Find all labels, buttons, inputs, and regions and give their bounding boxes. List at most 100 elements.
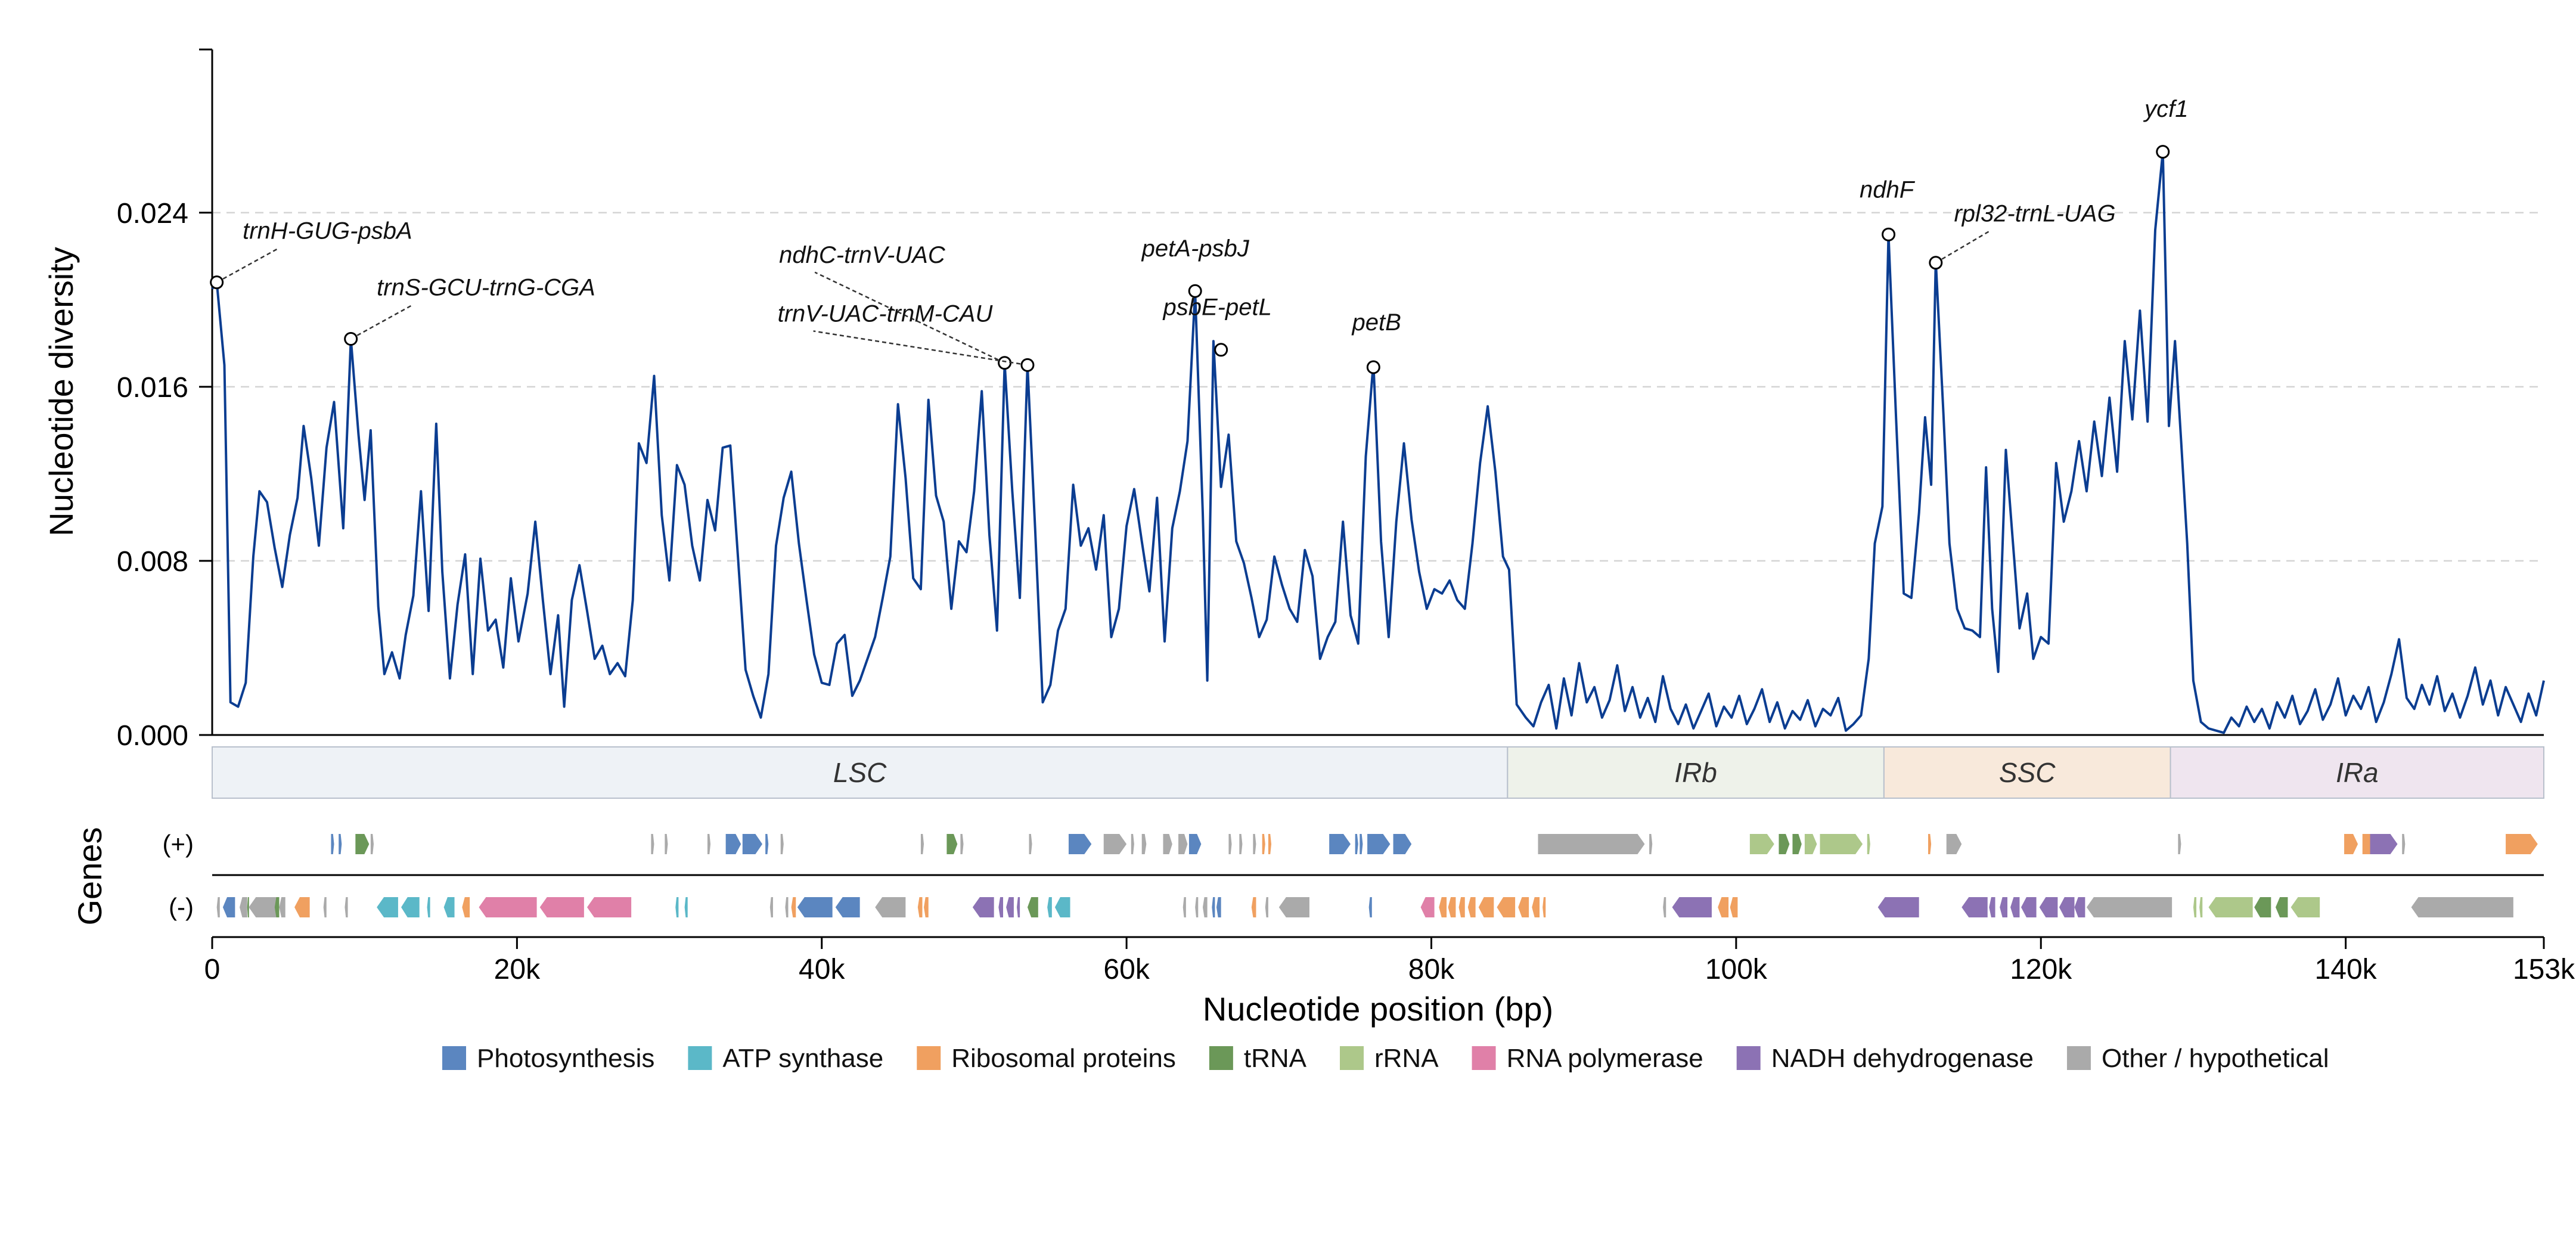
gene-minus-strand (240, 897, 247, 917)
gene-minus-strand (1027, 897, 1038, 917)
gene-plus-strand (1355, 834, 1358, 854)
gene-minus-strand (1877, 897, 1919, 917)
gene-minus-strand (2000, 897, 2007, 917)
gene-minus-strand (462, 897, 470, 917)
diversity-line-group (211, 150, 2545, 734)
gene-minus-strand (2010, 897, 2020, 917)
gene-minus-strand (1962, 897, 1988, 917)
peak-label: rpl32-trnL-UAG (1954, 200, 2115, 227)
peak-label: petB (1352, 309, 1401, 336)
x-tick-label: 140k (2315, 954, 2378, 985)
peak-marker (1929, 256, 1943, 270)
legend-swatch (2066, 1046, 2091, 1070)
region-label: LSC (833, 757, 887, 788)
legend-label: rRNA (1374, 1044, 1439, 1073)
gene-plus-strand (1649, 834, 1653, 854)
gene-plus-strand (339, 834, 342, 854)
gene-plus-strand (1239, 834, 1243, 854)
peak-marker (1214, 343, 1228, 357)
gene-minus-strand (1195, 897, 1199, 917)
y-tick-label: 0.024 (117, 198, 188, 229)
peak-label: trnS-GCU-trnG-CGA (377, 275, 595, 301)
gene-minus-strand (1518, 897, 1529, 917)
gene-plus-strand (1131, 834, 1134, 854)
gene-minus-strand (1047, 897, 1052, 917)
gene-minus-strand (2074, 897, 2085, 917)
y-tick-label: 0.000 (117, 720, 188, 752)
x-tick-label: 40k (799, 954, 845, 985)
gene-plus-strand (780, 834, 784, 854)
grid-lines (212, 212, 2544, 562)
y-axis-label: Nucleotide diversity (42, 247, 80, 536)
gene-plus-strand (651, 834, 654, 854)
gene-minus-strand (684, 897, 688, 917)
y-axis: 0.000 0.008 0.016 0.024 (117, 48, 2544, 752)
gene-plus-strand (1820, 834, 1863, 854)
x-tick-label: 20k (494, 954, 541, 985)
gene-plus-strand (765, 834, 769, 854)
gene-minus-strand (2275, 897, 2288, 917)
gene-minus-strand (2199, 897, 2203, 917)
annotation-leader (813, 330, 1028, 366)
gene-plus-strand (2370, 834, 2398, 854)
gene-minus-strand (785, 897, 789, 917)
gene-minus-strand (797, 897, 833, 917)
gene-plus-strand (1029, 834, 1032, 854)
gene-plus-strand (2506, 834, 2538, 854)
gene-minus-strand (222, 897, 235, 917)
gene-plus-strand (1779, 834, 1790, 854)
gene-minus-strand (1497, 897, 1516, 917)
gene-plus-strand (1360, 834, 1363, 854)
gene-minus-strand (1202, 897, 1208, 917)
legend-swatch (1472, 1046, 1496, 1070)
gene-minus-strand (539, 897, 584, 917)
gene-minus-strand (2021, 897, 2037, 917)
gene-plus-strand (665, 834, 668, 854)
x-tick-label: 0 (204, 954, 221, 985)
gene-minus-strand (875, 897, 906, 917)
gene-plus-strand (1262, 834, 1265, 854)
gene-minus-strand (2208, 897, 2253, 917)
gene-minus-strand (1054, 897, 1070, 917)
gene-minus-strand (1543, 897, 1546, 917)
peak-label: trnH-GUG-psbA (243, 218, 412, 244)
gene-minus-strand (294, 897, 310, 917)
peak-label: petA-psbJ (1141, 235, 1250, 262)
gene-minus-strand (769, 897, 773, 917)
gene-minus-strand (2254, 897, 2271, 917)
x-tick-label: 153k (2513, 954, 2575, 985)
gene-plus-strand (1946, 834, 1962, 854)
gene-plus-strand (725, 834, 741, 854)
x-tick-label: 100k (1705, 954, 1768, 985)
x-axis-label: Nucleotide position (bp) (1203, 990, 1553, 1028)
gene-plus-strand (370, 834, 374, 854)
gene-minus-strand (1672, 897, 1712, 917)
legend-label: Photosynthesis (477, 1044, 654, 1073)
gene-plus-strand (1393, 834, 1412, 854)
gene-minus-strand (2039, 897, 2058, 917)
peak-marker (344, 332, 358, 346)
annotation-leader (216, 247, 279, 283)
gene-minus-strand (1448, 897, 1456, 917)
gene-minus-strand (1718, 897, 1729, 917)
gene-plus-strand (2178, 834, 2181, 854)
gene-minus-strand (2193, 897, 2197, 917)
peak-label: psbE-petL (1162, 294, 1271, 320)
gene-plus-strand (1538, 834, 1645, 854)
legend-label: RNA polymerase (1507, 1044, 1703, 1073)
gene-minus-strand (1183, 897, 1186, 917)
peak-label: ndhC-trnV-UAC (779, 242, 946, 268)
peak-label: ndhF (1860, 176, 1916, 203)
annotation-leader (350, 304, 413, 340)
gene-plus-strand (331, 834, 334, 854)
gene-minus-strand (791, 897, 796, 917)
gene-minus-strand (1478, 897, 1494, 917)
gene-plus-strand (1367, 834, 1391, 854)
gene-plus-strand (1804, 834, 1817, 854)
annotation-leader (1935, 230, 1991, 263)
annotation-leader (814, 271, 1005, 364)
gene-plus-strand (1329, 834, 1351, 854)
gene-minus-strand (1212, 897, 1215, 917)
gene-minus-strand (1216, 897, 1221, 917)
